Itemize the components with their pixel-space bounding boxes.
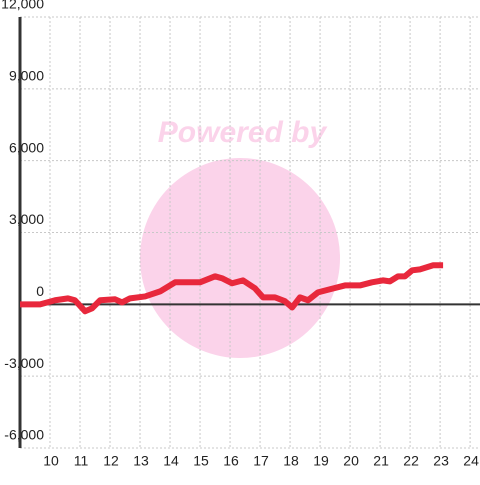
x-tick-label: 13 [133,453,149,469]
x-tick-label: 21 [373,453,389,469]
y-tick-label: -3,000 [4,355,44,371]
x-tick-label: 10 [43,453,59,469]
x-tick-label: 11 [74,453,89,469]
x-tick-label: 15 [193,453,209,469]
y-tick-label: 6,000 [9,139,44,155]
y-tick-label: -6,000 [4,427,44,443]
x-tick-label: 20 [343,453,359,469]
y-tick-label: 0 [36,283,44,299]
y-tick-label: 3,000 [9,211,44,227]
x-tick-label: 22 [403,453,419,469]
x-tick-label: 23 [433,453,449,469]
x-tick-label: 19 [313,453,329,469]
x-tick-label: 16 [223,453,239,469]
x-tick-label: 14 [163,453,179,469]
x-tick-label: 24 [463,453,479,469]
x-tick-label: 18 [283,453,299,469]
x-tick-label: 17 [253,453,269,469]
x-tick-label: 12 [103,453,119,469]
watermark-text: Powered by [158,116,328,149]
y-tick-label: 12,000 [1,0,44,12]
y-tick-label: 9,000 [9,68,44,84]
data-line [20,262,444,315]
